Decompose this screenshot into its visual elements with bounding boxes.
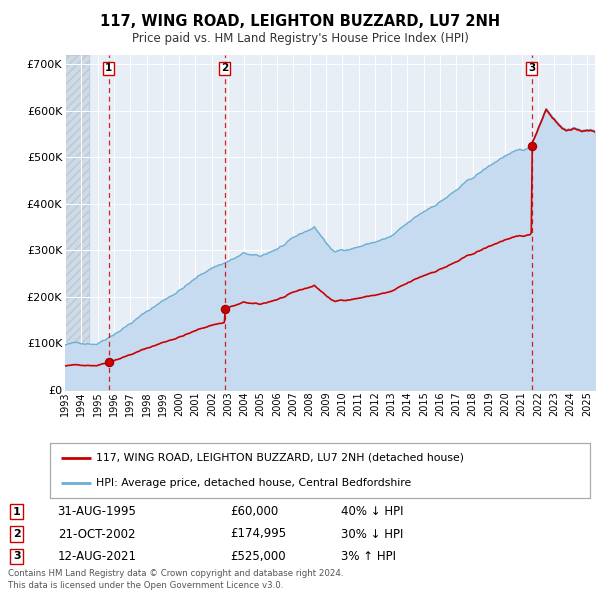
- Text: 40% ↓ HPI: 40% ↓ HPI: [341, 505, 403, 518]
- Bar: [65, 55, 89, 390]
- Text: 2: 2: [13, 529, 20, 539]
- Text: 3: 3: [13, 552, 20, 562]
- Text: 117, WING ROAD, LEIGHTON BUZZARD, LU7 2NH: 117, WING ROAD, LEIGHTON BUZZARD, LU7 2N…: [100, 14, 500, 29]
- Text: Price paid vs. HM Land Registry's House Price Index (HPI): Price paid vs. HM Land Registry's House …: [131, 32, 469, 45]
- Text: 31-AUG-1995: 31-AUG-1995: [58, 505, 137, 518]
- Text: 117, WING ROAD, LEIGHTON BUZZARD, LU7 2NH (detached house): 117, WING ROAD, LEIGHTON BUZZARD, LU7 2N…: [96, 453, 464, 463]
- Text: Contains HM Land Registry data © Crown copyright and database right 2024.: Contains HM Land Registry data © Crown c…: [8, 569, 343, 579]
- Text: £525,000: £525,000: [230, 550, 286, 563]
- Text: 1: 1: [13, 507, 20, 517]
- Text: HPI: Average price, detached house, Central Bedfordshire: HPI: Average price, detached house, Cent…: [96, 478, 411, 488]
- Text: 12-AUG-2021: 12-AUG-2021: [58, 550, 137, 563]
- Text: 30% ↓ HPI: 30% ↓ HPI: [341, 527, 403, 540]
- Text: 21-OCT-2002: 21-OCT-2002: [58, 527, 135, 540]
- Text: £174,995: £174,995: [230, 527, 286, 540]
- Text: £60,000: £60,000: [230, 505, 278, 518]
- Text: This data is licensed under the Open Government Licence v3.0.: This data is licensed under the Open Gov…: [8, 582, 283, 590]
- Text: 1: 1: [105, 63, 112, 73]
- Text: 3% ↑ HPI: 3% ↑ HPI: [341, 550, 396, 563]
- Text: 2: 2: [221, 63, 229, 73]
- Text: 3: 3: [528, 63, 535, 73]
- Bar: [65, 55, 89, 390]
